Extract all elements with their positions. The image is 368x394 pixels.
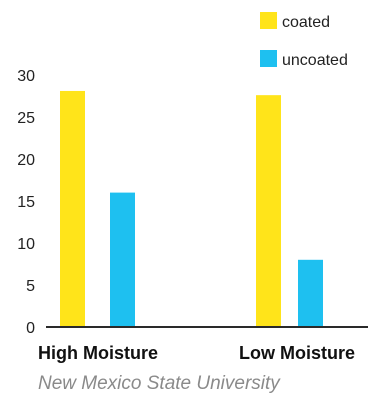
y-tick-label: 20 xyxy=(17,152,35,169)
bar-uncoated xyxy=(298,259,323,327)
y-tick-label: 0 xyxy=(26,320,35,337)
legend-label-uncoated: uncoated xyxy=(282,52,348,69)
y-tick-label: 25 xyxy=(17,110,35,127)
bar-coated xyxy=(60,90,85,328)
y-axis: 0 5 10 15 20 25 30 xyxy=(17,68,35,337)
category-label: Low Moisture xyxy=(239,343,355,363)
category-label: High Moisture xyxy=(38,343,158,363)
y-tick-label: 10 xyxy=(17,236,35,253)
bar-coated xyxy=(256,95,281,327)
y-tick-label: 30 xyxy=(17,68,35,85)
chart-bars xyxy=(60,90,323,328)
y-tick-label: 5 xyxy=(26,278,35,295)
source-note: New Mexico State University xyxy=(38,373,281,394)
bar-uncoated xyxy=(110,192,135,327)
legend-swatch-coated xyxy=(260,12,277,29)
legend-swatch-uncoated xyxy=(260,50,277,67)
legend-label-coated: coated xyxy=(282,14,330,31)
x-axis-categories: High Moisture Low Moisture xyxy=(38,343,355,363)
y-tick-label: 15 xyxy=(17,194,35,211)
legend: coated uncoated xyxy=(260,12,348,69)
